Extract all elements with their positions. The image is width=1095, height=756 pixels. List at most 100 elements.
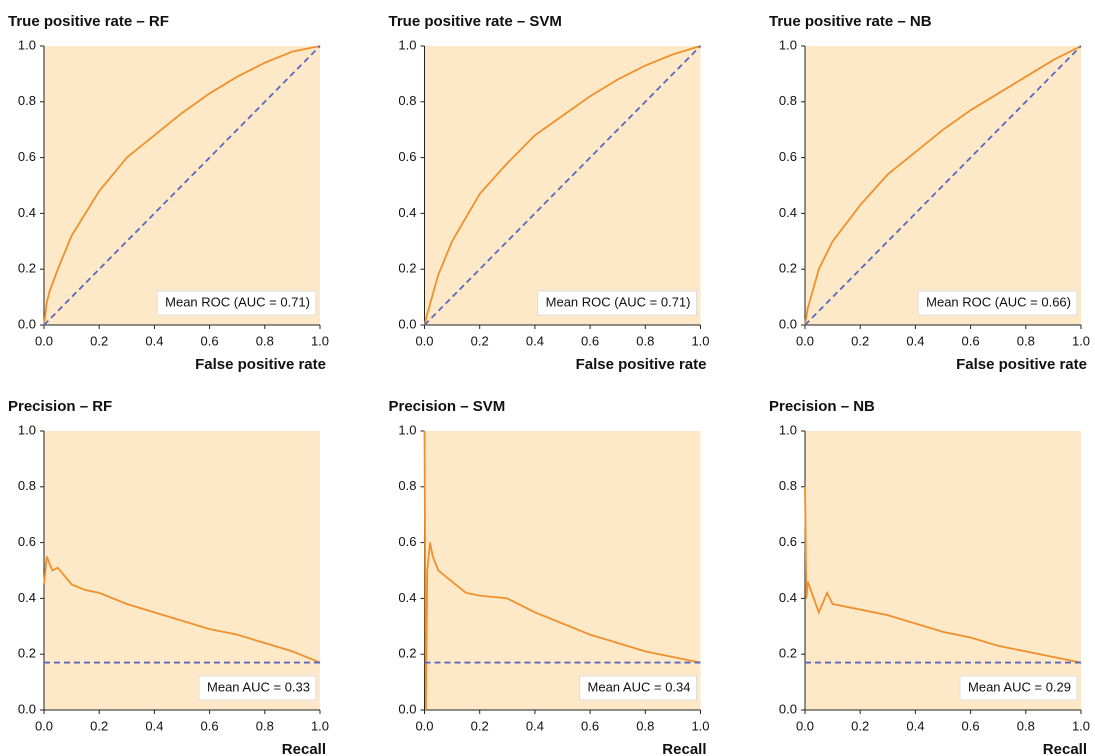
x-axis-label: False positive rate	[576, 356, 707, 373]
legend-box	[959, 675, 1078, 701]
x-axis-label: Recall	[1043, 741, 1087, 756]
data-line	[43, 45, 321, 326]
legend-box	[156, 290, 317, 316]
y-tick-label: 0.8	[18, 478, 36, 493]
data-line	[423, 430, 701, 711]
y-tick-label: 0.8	[398, 93, 416, 108]
chart-title: Precision – NB	[769, 398, 875, 415]
x-tick-label: 0.0	[796, 718, 814, 733]
y-tick-label: 0.6	[398, 149, 416, 164]
x-tick-label: 0.8	[636, 333, 654, 348]
x-tick-label: 0.2	[851, 718, 869, 733]
y-tick-label: 0.6	[18, 149, 36, 164]
y-tick-label: 0.2	[398, 261, 416, 276]
x-tick-label: 0.4	[526, 718, 544, 733]
x-axis-label: Recall	[282, 741, 326, 756]
legend-label: Mean ROC (AUC = 0.66)	[926, 294, 1071, 309]
y-tick-label: 1.0	[18, 37, 36, 52]
legend-label: Mean ROC (AUC = 0.71)	[165, 294, 310, 309]
x-axis-label: False positive rate	[195, 356, 326, 373]
y-tick-label: 0.8	[18, 93, 36, 108]
y-tick-label: 0.4	[779, 205, 797, 220]
legend: Mean ROC (AUC = 0.71)	[156, 290, 317, 316]
legend-label: Mean AUC = 0.34	[588, 679, 691, 694]
y-tick-label: 0.6	[398, 534, 416, 549]
x-tick-label: 1.0	[1072, 718, 1090, 733]
plot-area	[805, 431, 1081, 710]
y-tick-label: 0.0	[18, 701, 36, 716]
y-tick-label: 1.0	[779, 422, 797, 437]
reference-line	[423, 45, 702, 326]
y-tick-label: 0.0	[398, 316, 416, 331]
y-tick-label: 1.0	[779, 37, 797, 52]
x-tick-label: 0.8	[256, 718, 274, 733]
x-tick-label: 0.8	[1017, 718, 1035, 733]
y-tick-label: 0.4	[398, 590, 416, 605]
data-line	[43, 556, 321, 664]
x-tick-label: 0.4	[145, 718, 163, 733]
legend-label: Mean AUC = 0.33	[207, 679, 310, 694]
x-tick-label: 1.0	[691, 718, 709, 733]
x-tick-label: 1.0	[1072, 333, 1090, 348]
x-tick-label: 0.2	[851, 333, 869, 348]
y-tick-label: 1.0	[398, 422, 416, 437]
legend: Mean AUC = 0.34	[579, 675, 697, 701]
chart-title: Precision – SVM	[389, 398, 506, 415]
x-tick-label: 0.2	[471, 718, 489, 733]
y-tick-label: 0.8	[779, 478, 797, 493]
y-tick-label: 0.0	[779, 316, 797, 331]
x-tick-label: 0.4	[145, 333, 163, 348]
data-line	[804, 45, 1082, 326]
legend-box	[198, 675, 317, 701]
y-tick-label: 0.6	[779, 149, 797, 164]
x-tick-label: 0.8	[256, 333, 274, 348]
legend-label: Mean AUC = 0.29	[968, 679, 1071, 694]
x-tick-label: 0.6	[201, 718, 219, 733]
plot-area	[44, 431, 320, 710]
x-tick-label: 0.0	[415, 718, 433, 733]
x-tick-label: 0.4	[906, 333, 924, 348]
data-line	[423, 45, 701, 326]
y-tick-label: 0.4	[18, 205, 36, 220]
chart-title: True positive rate – SVM	[389, 13, 562, 30]
y-tick-label: 1.0	[398, 37, 416, 52]
x-tick-label: 0.0	[35, 718, 53, 733]
y-tick-label: 0.8	[779, 93, 797, 108]
y-tick-label: 0.2	[398, 646, 416, 661]
plot-area	[424, 431, 701, 710]
legend-box	[537, 290, 697, 316]
x-tick-label: 0.0	[35, 333, 53, 348]
x-tick-label: 1.0	[311, 333, 329, 348]
x-axis-label: Recall	[662, 741, 706, 756]
y-tick-label: 0.2	[779, 261, 797, 276]
x-tick-label: 0.6	[962, 333, 980, 348]
y-tick-label: 0.2	[18, 646, 36, 661]
x-tick-label: 0.6	[581, 333, 599, 348]
y-tick-label: 0.4	[779, 590, 797, 605]
data-line	[804, 486, 1082, 664]
legend: Mean AUC = 0.33	[198, 675, 317, 701]
x-tick-label: 1.0	[691, 333, 709, 348]
x-tick-label: 0.0	[415, 333, 433, 348]
legend: Mean AUC = 0.29	[959, 675, 1078, 701]
y-tick-label: 0.4	[18, 590, 36, 605]
y-tick-label: 0.0	[779, 701, 797, 716]
chart-title: True positive rate – NB	[769, 13, 932, 30]
y-tick-label: 0.0	[18, 316, 36, 331]
y-tick-label: 0.2	[18, 261, 36, 276]
reference-line	[804, 45, 1082, 326]
legend-box	[917, 290, 1078, 316]
reference-line	[43, 45, 321, 326]
x-tick-label: 0.0	[796, 333, 814, 348]
y-tick-label: 0.0	[398, 701, 416, 716]
x-axis-label: False positive rate	[956, 356, 1087, 373]
x-tick-label: 0.8	[636, 718, 654, 733]
y-tick-label: 0.4	[398, 205, 416, 220]
legend-label: Mean ROC (AUC = 0.71)	[546, 294, 691, 309]
x-tick-label: 0.2	[471, 333, 489, 348]
y-tick-label: 0.6	[18, 534, 36, 549]
x-tick-label: 0.4	[906, 718, 924, 733]
chart-title: Precision – RF	[8, 398, 112, 415]
legend-box	[579, 675, 697, 701]
